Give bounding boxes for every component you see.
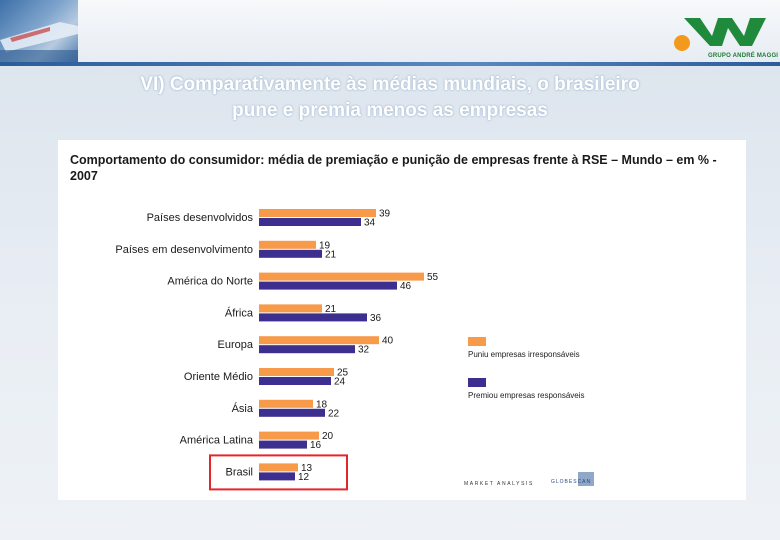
slide-title-line-2: pune e premia menos as empresas bbox=[232, 100, 548, 121]
value-label-punish-brasil: 13 bbox=[301, 463, 313, 474]
bar-reward-paises-desenvolvidos bbox=[259, 218, 361, 226]
value-label-reward-paises-desenvolvidos: 34 bbox=[364, 218, 376, 229]
bar-punish-africa bbox=[259, 304, 322, 313]
bar-punish-oriente-medio bbox=[259, 368, 334, 376]
logo-text: GRUPO ANDRÉ MAGGI bbox=[708, 53, 779, 59]
value-label-reward-brasil: 12 bbox=[298, 472, 310, 483]
bar-reward-paises-em-desenvolvimento bbox=[259, 249, 322, 258]
category-label-paises-em-desenvolvimento: Países em desenvolvimento bbox=[115, 244, 253, 256]
chart-panel: Comportamento do consumidor: média de pr… bbox=[58, 140, 746, 500]
legend-swatch-reward bbox=[468, 378, 486, 387]
category-label-asia: Ásia bbox=[232, 402, 254, 415]
bar-punish-paises-em-desenvolvimento bbox=[259, 240, 316, 249]
source-market-analysis: MARKET ANALYSIS bbox=[464, 481, 534, 487]
category-label-paises-desenvolvidos: Países desenvolvidos bbox=[147, 212, 254, 224]
value-label-reward-africa: 36 bbox=[370, 313, 382, 324]
value-label-punish-america-do-norte: 55 bbox=[427, 272, 439, 283]
bar-reward-europa bbox=[259, 345, 355, 354]
source-logos: MARKET ANALYSIS GLOBESCAN bbox=[462, 470, 602, 494]
bar-reward-africa bbox=[259, 313, 367, 322]
value-label-reward-oriente-medio: 24 bbox=[334, 377, 346, 388]
category-label-brasil: Brasil bbox=[225, 466, 253, 478]
bar-reward-asia bbox=[259, 408, 325, 417]
value-label-reward-america-latina: 16 bbox=[310, 440, 322, 451]
chart-title: Comportamento do consumidor: média de pr… bbox=[70, 153, 717, 183]
value-label-reward-asia: 22 bbox=[328, 408, 340, 419]
logo-mark-icon bbox=[684, 18, 766, 46]
slide-title-line-1: VI) Comparativamente às médias mundiais,… bbox=[140, 74, 640, 95]
globescan-logo-icon bbox=[578, 472, 594, 486]
value-label-punish-oriente-medio: 25 bbox=[337, 368, 349, 379]
bar-punish-paises-desenvolvidos bbox=[259, 209, 376, 217]
value-label-reward-america-do-norte: 46 bbox=[400, 281, 412, 292]
ship-photo bbox=[0, 0, 78, 62]
category-label-america-do-norte: América do Norte bbox=[167, 276, 253, 288]
header-band bbox=[0, 0, 780, 64]
value-label-punish-paises-desenvolvidos: 39 bbox=[379, 209, 391, 220]
bar-punish-america-latina bbox=[259, 431, 319, 440]
source-globescan: GLOBESCAN bbox=[551, 479, 592, 485]
highlight-box-brasil bbox=[209, 454, 348, 491]
slide-title: VI) Comparativamente às médias mundiais,… bbox=[40, 72, 740, 124]
category-label-europa: Europa bbox=[218, 339, 254, 351]
bar-reward-oriente-medio bbox=[259, 377, 331, 385]
legend-swatch-punish bbox=[468, 337, 486, 346]
value-label-punish-america-latina: 20 bbox=[322, 431, 334, 442]
bar-reward-america-do-norte bbox=[259, 281, 397, 290]
value-label-punish-africa: 21 bbox=[325, 304, 337, 315]
value-label-reward-paises-em-desenvolvimento: 21 bbox=[325, 249, 337, 260]
value-label-punish-europa: 40 bbox=[382, 336, 394, 347]
category-label-africa: África bbox=[225, 306, 254, 319]
legend-label-punish: Puniu empresas irresponsáveis bbox=[468, 350, 580, 359]
bar-punish-asia bbox=[259, 399, 313, 408]
category-label-oriente-medio: Oriente Médio bbox=[184, 371, 253, 383]
category-label-america-latina: América Latina bbox=[180, 435, 254, 447]
value-label-punish-paises-em-desenvolvimento: 19 bbox=[319, 240, 331, 251]
header-divider bbox=[0, 62, 780, 66]
bar-reward-america-latina bbox=[259, 440, 307, 449]
logo-sun-icon bbox=[674, 35, 690, 51]
value-label-punish-asia: 18 bbox=[316, 399, 328, 410]
bar-punish-america-do-norte bbox=[259, 272, 424, 281]
company-logo bbox=[668, 12, 772, 64]
bar-punish-brasil bbox=[259, 463, 298, 472]
value-label-reward-europa: 32 bbox=[358, 345, 370, 356]
bar-reward-brasil bbox=[259, 472, 295, 481]
legend-label-reward: Premiou empresas responsáveis bbox=[468, 391, 585, 400]
bar-punish-europa bbox=[259, 336, 379, 345]
